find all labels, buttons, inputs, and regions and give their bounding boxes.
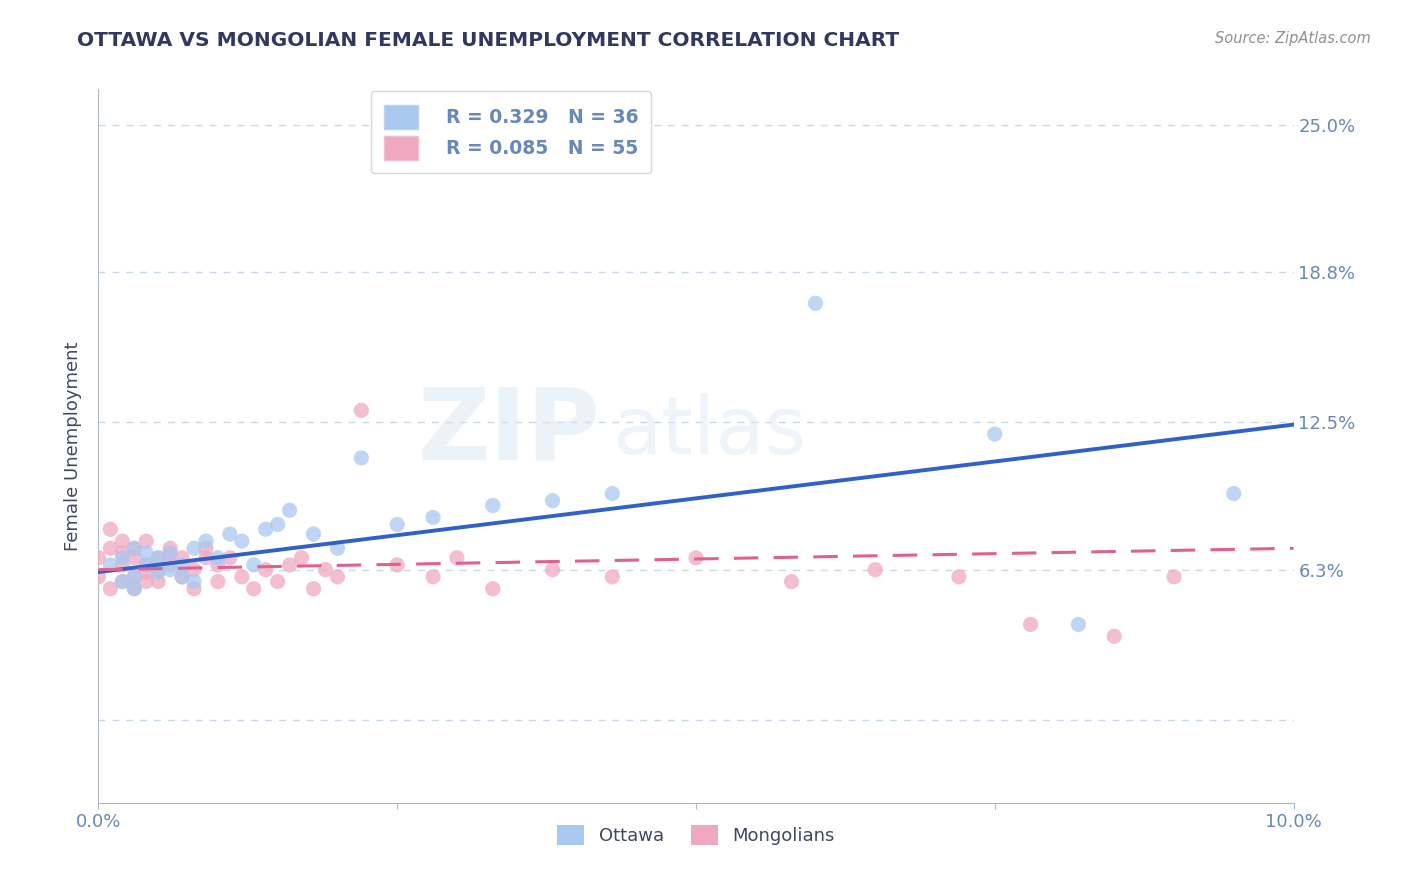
Point: [326, 541, 349, 556]
Point: [291, 550, 314, 565]
Text: OTTAWA VS MONGOLIAN FEMALE UNEMPLOYMENT CORRELATION CHART: OTTAWA VS MONGOLIAN FEMALE UNEMPLOYMENT …: [77, 31, 900, 50]
Point: [148, 563, 170, 577]
Point: [111, 558, 134, 572]
Point: [172, 550, 194, 565]
Legend: Ottawa, Mongolians: Ottawa, Mongolians: [548, 815, 844, 855]
Point: [111, 534, 134, 549]
Point: [135, 574, 157, 589]
Point: [98, 522, 122, 536]
Point: [254, 563, 277, 577]
Point: [1223, 486, 1246, 500]
Point: [124, 541, 146, 556]
Point: [385, 517, 409, 532]
Point: [183, 563, 205, 577]
Point: [278, 503, 301, 517]
Point: [124, 582, 146, 596]
Point: [172, 570, 194, 584]
Point: [385, 558, 409, 572]
Point: [1067, 617, 1090, 632]
Point: [172, 558, 194, 572]
Point: [219, 550, 242, 565]
Point: [422, 570, 444, 584]
Point: [602, 486, 624, 500]
Point: [326, 570, 349, 584]
Point: [984, 427, 1007, 442]
Point: [159, 546, 181, 560]
Point: [302, 527, 325, 541]
Point: [87, 550, 110, 565]
Point: [159, 546, 181, 560]
Point: [183, 582, 205, 596]
Point: [135, 546, 157, 560]
Point: [243, 582, 266, 596]
Point: [159, 558, 181, 572]
Point: [124, 541, 146, 556]
Point: [183, 574, 205, 589]
Point: [231, 534, 253, 549]
Point: [350, 403, 373, 417]
Point: [148, 550, 170, 565]
Point: [685, 550, 707, 565]
Point: [172, 570, 194, 584]
Y-axis label: Female Unemployment: Female Unemployment: [65, 342, 83, 550]
Point: [159, 541, 181, 556]
Point: [148, 565, 170, 579]
Point: [111, 546, 134, 560]
Point: [207, 558, 229, 572]
Point: [219, 527, 242, 541]
Point: [804, 296, 827, 310]
Point: [865, 563, 887, 577]
Point: [446, 550, 468, 565]
Point: [243, 558, 266, 572]
Point: [482, 499, 505, 513]
Point: [195, 534, 218, 549]
Point: [148, 550, 170, 565]
Point: [207, 550, 229, 565]
Text: atlas: atlas: [613, 392, 807, 471]
Point: [98, 541, 122, 556]
Point: [124, 582, 146, 596]
Point: [1019, 617, 1042, 632]
Point: [780, 574, 803, 589]
Point: [195, 550, 218, 565]
Point: [278, 558, 301, 572]
Point: [482, 582, 505, 596]
Text: ZIP: ZIP: [418, 384, 600, 480]
Point: [111, 550, 134, 565]
Point: [135, 558, 157, 572]
Point: [1104, 629, 1126, 643]
Point: [124, 550, 146, 565]
Point: [350, 450, 373, 465]
Point: [111, 574, 134, 589]
Point: [541, 493, 564, 508]
Point: [948, 570, 970, 584]
Point: [124, 570, 146, 584]
Point: [148, 574, 170, 589]
Point: [541, 563, 564, 577]
Point: [98, 582, 122, 596]
Point: [1163, 570, 1185, 584]
Point: [267, 517, 290, 532]
Point: [302, 582, 325, 596]
Point: [315, 563, 337, 577]
Point: [98, 558, 122, 572]
Point: [422, 510, 444, 524]
Point: [267, 574, 290, 589]
Point: [124, 570, 146, 584]
Point: [183, 541, 205, 556]
Point: [602, 570, 624, 584]
Point: [111, 574, 134, 589]
Point: [135, 534, 157, 549]
Text: Source: ZipAtlas.com: Source: ZipAtlas.com: [1215, 31, 1371, 46]
Point: [231, 570, 253, 584]
Point: [87, 570, 110, 584]
Point: [135, 565, 157, 579]
Point: [254, 522, 277, 536]
Point: [135, 558, 157, 572]
Point: [159, 563, 181, 577]
Point: [207, 574, 229, 589]
Point: [195, 541, 218, 556]
